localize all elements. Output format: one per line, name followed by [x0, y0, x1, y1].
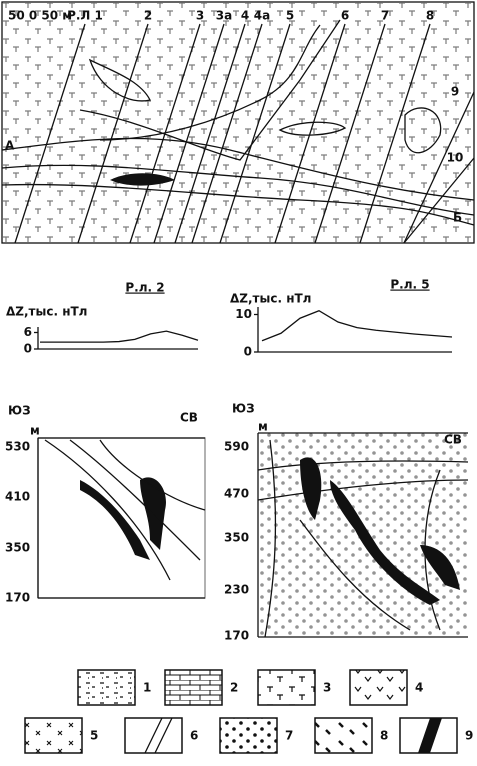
magnetic-profiles: Р.л. 2 ΔZ,тыс. нТл 0 6 Р.л. 5 ΔZ,тыс. нТл 0 10: [6, 278, 453, 359]
legend-number: 9: [465, 729, 473, 743]
ore-body: [420, 545, 460, 590]
profile-line: [14, 23, 86, 244]
fault: [99, 24, 321, 141]
profile-curve: [261, 310, 453, 342]
contact: [1, 137, 475, 201]
direction: ЮЗ: [232, 402, 255, 416]
legend-number: 7: [285, 729, 293, 743]
contact: [1, 183, 475, 226]
profile-title: Р.л. 2: [125, 281, 164, 295]
ore-body: [80, 480, 150, 560]
ore-body: [300, 457, 322, 520]
geologic-map: 50 0 50 м А Б Р.Л 1 2 3 3а 4 4а 5 6 7 8 9 10: [1, 1, 475, 244]
legend-swatch: [164, 669, 223, 706]
contour: [88, 58, 151, 102]
profile-line: [129, 23, 201, 244]
swatch-art: [418, 718, 442, 753]
legend-number: 1: [143, 681, 151, 695]
profile-title: Р.л. 5: [390, 278, 429, 292]
depth-label: 470: [224, 487, 249, 501]
legend: 1 2 3 4 5 6 7 8 9: [24, 669, 473, 754]
profile-line: [274, 23, 346, 244]
profile-label: Р.Л 1: [67, 9, 103, 23]
depth-label: 410: [5, 490, 30, 504]
legend-number: 3: [323, 681, 331, 695]
section-mark: А: [5, 139, 15, 153]
legend-swatch: [349, 669, 408, 706]
ore-body: [110, 173, 175, 186]
legend-swatch: [314, 717, 373, 754]
profile-line: [359, 23, 431, 244]
axis-label: ΔZ,тыс. нТл: [6, 305, 87, 319]
direction: СВ: [444, 433, 462, 447]
unit: м: [30, 424, 40, 438]
unit: м: [258, 420, 268, 434]
legend-swatch: [24, 717, 83, 754]
swatch-art: [144, 717, 173, 754]
profile-label: 3а: [216, 9, 232, 23]
profile-line: [77, 23, 149, 244]
profile-label: 2: [144, 9, 152, 23]
section-frame: [37, 437, 205, 599]
legend-number: 2: [230, 681, 238, 695]
profile-label: 8: [426, 9, 434, 23]
profile-line: [403, 91, 475, 244]
profile-line: [174, 23, 246, 244]
y-tick-label: 0: [244, 345, 252, 359]
contour: [404, 107, 442, 154]
legend-number: 8: [380, 729, 388, 743]
scale-label: 50 0 50 м: [8, 9, 72, 23]
profile-curve: [40, 330, 199, 343]
contact: [1, 164, 475, 216]
depth-label: 230: [224, 583, 249, 597]
legend-number: 5: [90, 729, 98, 743]
fault: [79, 19, 341, 161]
depth-label: 350: [224, 531, 249, 545]
profile-line: [219, 23, 291, 244]
depth-label: 590: [224, 440, 249, 454]
profile-label: 4а: [254, 9, 270, 23]
depth-label: 530: [5, 440, 30, 454]
profile-label: 5: [286, 9, 294, 23]
legend-swatch: [257, 669, 316, 706]
legend-swatch: [219, 717, 278, 754]
direction: СВ: [180, 411, 198, 425]
profile-label: 4: [241, 9, 249, 23]
axis-label: ΔZ,тыс. нТл: [230, 292, 311, 306]
contour: [278, 121, 347, 136]
depth-label: 350: [5, 541, 30, 555]
section-frame: [257, 432, 468, 638]
y-tick-label: 0: [24, 342, 32, 356]
legend-swatch: [77, 669, 136, 706]
y-tick-label: 6: [24, 325, 32, 339]
legend-number: 6: [190, 729, 198, 743]
y-tick-label: 10: [235, 307, 252, 321]
profile-line: [314, 23, 386, 244]
map-frame: [1, 1, 475, 244]
profile-label: 7: [381, 9, 389, 23]
depth-label: 170: [224, 629, 249, 643]
depth-label: 170: [5, 591, 30, 605]
direction: ЮЗ: [8, 404, 31, 418]
profile-label: 6: [341, 9, 349, 23]
profile-line: [403, 157, 475, 244]
profile-line: [153, 23, 225, 244]
section-mark: Б: [453, 211, 462, 225]
profile-label: 10: [447, 151, 464, 165]
profile-label: 9: [451, 85, 459, 99]
profile-label: 3: [196, 9, 204, 23]
legend-number: 4: [415, 681, 423, 695]
profile-line: [191, 23, 263, 244]
map-fill: [3, 3, 473, 242]
